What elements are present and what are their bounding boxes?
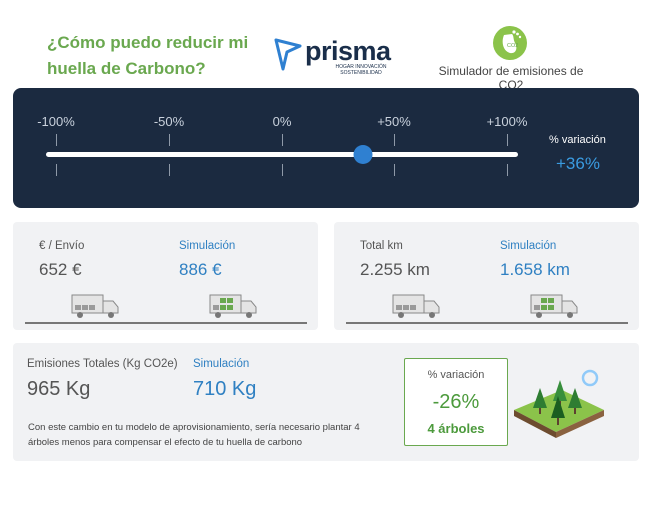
km-label: Total km bbox=[360, 240, 403, 252]
tick-label: +50% bbox=[377, 114, 411, 129]
emissions-sim-label: Simulación bbox=[193, 358, 250, 370]
tick-mark bbox=[169, 164, 170, 176]
tick-label: +100% bbox=[486, 114, 528, 129]
road-line bbox=[25, 322, 307, 324]
cost-sim-label: Simulación bbox=[179, 240, 236, 252]
emissions-note: Con este cambio en tu modelo de aprovisi… bbox=[28, 422, 360, 448]
slider-thumb[interactable] bbox=[353, 145, 373, 164]
road-line bbox=[346, 322, 628, 324]
brand-name: prisma bbox=[305, 36, 391, 66]
emissions-label: Emisiones Totales (Kg CO2e) bbox=[27, 358, 178, 370]
tick-label: 0% bbox=[272, 114, 292, 129]
slider-track[interactable] bbox=[46, 152, 518, 157]
page-title: ¿Cómo puedo reducir mi huella de Carbono… bbox=[47, 33, 249, 78]
km-sim-value: 1.658 km bbox=[500, 260, 570, 279]
km-value: 2.255 km bbox=[360, 260, 430, 279]
result-trees: 4 árboles bbox=[427, 421, 485, 436]
variation-label: % variación bbox=[549, 134, 606, 146]
tick-mark bbox=[394, 134, 395, 146]
truck-icon bbox=[71, 294, 119, 318]
km-sim-label: Simulación bbox=[500, 240, 557, 252]
cost-card: € / Envío Simulación 652 € 886 € bbox=[13, 222, 318, 330]
forest-icon bbox=[514, 369, 604, 438]
variation-slider-panel: -100% -50% 0% +50% +100% % variación +36… bbox=[13, 88, 639, 208]
brand-tagline: HOGAR INNOVACIÓN SOSTENIBILIDAD bbox=[335, 64, 387, 76]
result-variation-label: % variación bbox=[427, 369, 485, 381]
tick-mark bbox=[507, 164, 508, 176]
truck-loaded-icon bbox=[209, 294, 257, 318]
truck-icon bbox=[392, 294, 440, 318]
emissions-value: 965 Kg bbox=[27, 378, 91, 400]
distance-card: Total km Simulación 2.255 km 1.658 km bbox=[334, 222, 639, 330]
tick-mark bbox=[394, 164, 395, 176]
variation-value: +36% bbox=[556, 154, 600, 173]
emissions-sim-value: 710 Kg bbox=[193, 378, 257, 400]
co2-footprint-icon: CO2 bbox=[493, 26, 527, 60]
prisma-logo-icon bbox=[274, 38, 302, 71]
tick-mark bbox=[56, 164, 57, 176]
tick-label: -100% bbox=[37, 114, 75, 129]
result-variation-value: -26% bbox=[432, 391, 480, 413]
tick-mark bbox=[282, 134, 283, 146]
prisma-logo: prisma HOGAR INNOVACIÓN SOSTENIBILIDAD bbox=[273, 34, 393, 80]
tick-label: -50% bbox=[153, 114, 185, 129]
result-box: % variación -26% 4 árboles bbox=[404, 358, 508, 446]
co2-badge-text: CO2 bbox=[507, 43, 518, 49]
tick-mark bbox=[169, 134, 170, 146]
tick-mark bbox=[507, 134, 508, 146]
cost-value: 652 € bbox=[39, 260, 82, 279]
cost-sim-value: 886 € bbox=[179, 260, 222, 279]
cost-label: € / Envío bbox=[39, 240, 85, 252]
tick-mark bbox=[56, 134, 57, 146]
tick-mark bbox=[282, 164, 283, 176]
truck-loaded-icon bbox=[530, 294, 578, 318]
